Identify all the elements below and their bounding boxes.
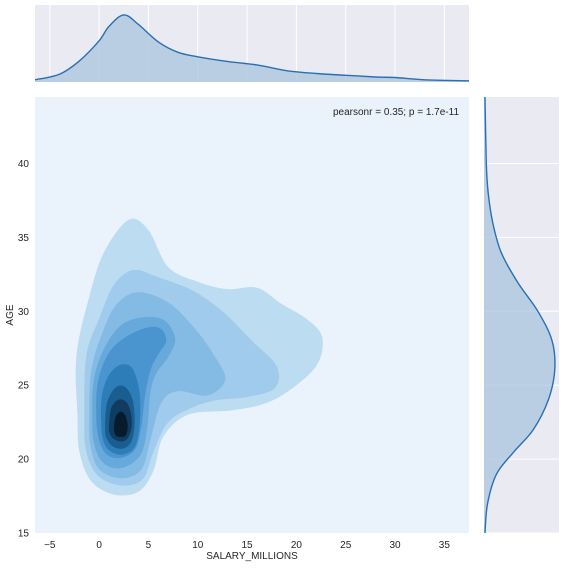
kde-contours (75, 218, 323, 496)
right-marginal-density-line (484, 97, 556, 533)
x-axis-label: SALARY_MILLIONS (206, 551, 298, 562)
y-tick-label: 20 (18, 455, 30, 466)
y-tick-label: 35 (18, 233, 30, 244)
top-marginal-density-line (35, 14, 469, 82)
y-tick-label: 25 (18, 381, 30, 392)
x-tick-label: 35 (439, 540, 451, 551)
x-tick-label: 25 (340, 540, 352, 551)
x-tick-label: 30 (389, 540, 401, 551)
right-marginal-density-fill (484, 97, 555, 533)
x-tick-label: 15 (242, 540, 254, 551)
y-axis-ticks: 15 20 25 30 35 40 (18, 159, 30, 539)
x-axis-ticks: −5 0 5 10 15 20 25 30 35 (44, 540, 450, 551)
x-tick-label: 20 (291, 540, 303, 551)
x-tick-label: −5 (44, 540, 56, 551)
y-tick-label: 30 (18, 307, 30, 318)
pearsonr-annotation: pearsonr = 0.35; p = 1.7e-11 (333, 107, 459, 118)
top-marginal-density-fill (35, 14, 469, 82)
watermark-text: 知乎 @胡言 (462, 534, 542, 552)
x-tick-label: 5 (146, 540, 152, 551)
y-tick-label: 15 (18, 529, 30, 540)
y-axis-label: AGE (5, 304, 16, 325)
y-tick-label: 40 (18, 159, 30, 170)
kde-contour-level-9 (113, 411, 128, 437)
x-tick-label: 10 (192, 540, 204, 551)
x-tick-label: 0 (96, 540, 102, 551)
